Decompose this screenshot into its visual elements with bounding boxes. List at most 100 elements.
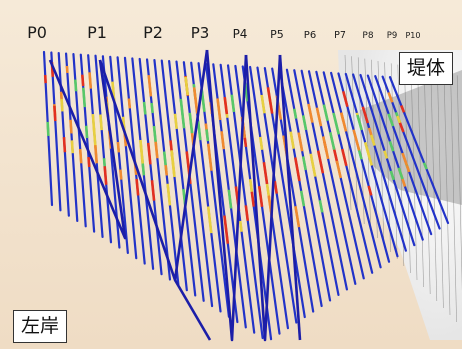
zone-segment — [335, 160, 343, 179]
zone-segment — [297, 132, 304, 152]
zone-segment — [307, 103, 314, 123]
borehole-line — [116, 56, 138, 260]
zone-segment — [62, 137, 67, 153]
zone-segment — [116, 141, 121, 153]
borehole-line — [64, 52, 79, 223]
zone-segment — [119, 169, 123, 180]
zone-segment — [170, 150, 176, 175]
zone-segment — [396, 115, 402, 124]
dam-mesh-line — [423, 69, 431, 295]
zone-segment — [206, 206, 213, 234]
zone-segment — [293, 157, 301, 182]
zone-segment — [192, 87, 199, 114]
zone-segment — [258, 136, 264, 150]
zone-segment — [150, 102, 154, 114]
zone-segment — [88, 72, 93, 89]
section-label-p7: P7 — [334, 30, 346, 41]
zone-segment — [205, 129, 210, 142]
dam-mesh-line — [364, 58, 372, 232]
borehole-line — [57, 51, 70, 217]
zone-segment — [400, 105, 406, 113]
borehole-line — [330, 71, 382, 269]
zone-segment — [383, 150, 389, 159]
zone-segment — [299, 190, 306, 207]
zone-segment — [260, 94, 266, 114]
zone-segment — [321, 136, 330, 160]
zone-segment — [206, 143, 213, 171]
zone-segment — [196, 121, 202, 141]
borehole-line — [307, 70, 357, 285]
zone-segment — [152, 125, 158, 145]
zone-segment — [369, 134, 376, 147]
borehole-line — [388, 76, 450, 225]
borehole-line — [322, 71, 374, 274]
zone-segment — [318, 200, 324, 213]
zone-segment — [179, 98, 184, 115]
borehole-line — [138, 57, 163, 276]
borehole-line — [366, 74, 424, 241]
zone-segment — [82, 87, 87, 108]
zone-segment — [173, 113, 178, 130]
zone-segment — [166, 183, 172, 206]
zone-segment — [266, 87, 274, 114]
zone-segment — [69, 119, 73, 134]
zone-segment — [146, 142, 152, 165]
dam-mesh-line — [437, 71, 444, 309]
zone-segment — [223, 96, 229, 115]
zone-segment — [223, 215, 230, 244]
zone-segment — [356, 114, 363, 131]
zone-segment — [102, 158, 106, 167]
zone-segment — [139, 139, 143, 153]
zone-segment — [257, 186, 264, 207]
zone-segment — [262, 162, 269, 185]
zone-segment — [227, 189, 233, 209]
zone-segment — [361, 106, 369, 124]
zone-segment — [387, 113, 395, 127]
zone-segment — [184, 76, 189, 96]
section-label-p9: P9 — [387, 31, 398, 41]
borehole-line — [50, 51, 62, 212]
zone-segment — [401, 152, 409, 166]
zone-segment — [422, 162, 428, 170]
section-label-p2: P2 — [143, 23, 163, 42]
zone-segment — [84, 125, 89, 139]
zone-segment — [389, 170, 395, 181]
dam-mesh-line — [410, 66, 418, 281]
diagonal-line — [205, 49, 248, 342]
borehole-line — [94, 54, 113, 244]
zone-segment — [248, 178, 254, 192]
diagonal-line — [173, 279, 212, 341]
dam-mesh-line — [390, 63, 398, 260]
zone-segment — [188, 112, 194, 134]
section-label-p8: P8 — [362, 31, 373, 41]
zone-segment — [103, 166, 108, 185]
dam-mesh-line — [377, 60, 385, 246]
diagonal-lines — [48, 49, 302, 342]
zone-segment — [289, 131, 295, 149]
zone-segment — [99, 114, 103, 131]
section-label-p3: P3 — [191, 24, 210, 42]
dam-mesh-line — [456, 75, 462, 291]
diagonal-line — [244, 54, 282, 342]
borehole-line — [359, 73, 416, 247]
zone-segment — [154, 141, 159, 159]
zone-segment — [244, 205, 250, 221]
zone-segment — [91, 113, 96, 133]
zone-segment — [93, 145, 99, 164]
zone-segment — [309, 153, 317, 177]
zone-segment — [316, 150, 325, 174]
borehole-line — [182, 61, 214, 308]
borehole-line — [352, 73, 407, 252]
zone-segment — [339, 112, 348, 132]
zone-segment — [332, 112, 341, 135]
zone-segment — [60, 98, 64, 112]
zone-segment — [250, 190, 256, 207]
section-label-p6: P6 — [304, 30, 316, 41]
borehole-line — [278, 68, 323, 308]
zone-segment — [405, 164, 411, 173]
zone-segment — [164, 164, 169, 176]
borehole-line — [285, 68, 332, 302]
section-label-p10: P10 — [405, 31, 420, 40]
zone-segment — [70, 140, 75, 154]
